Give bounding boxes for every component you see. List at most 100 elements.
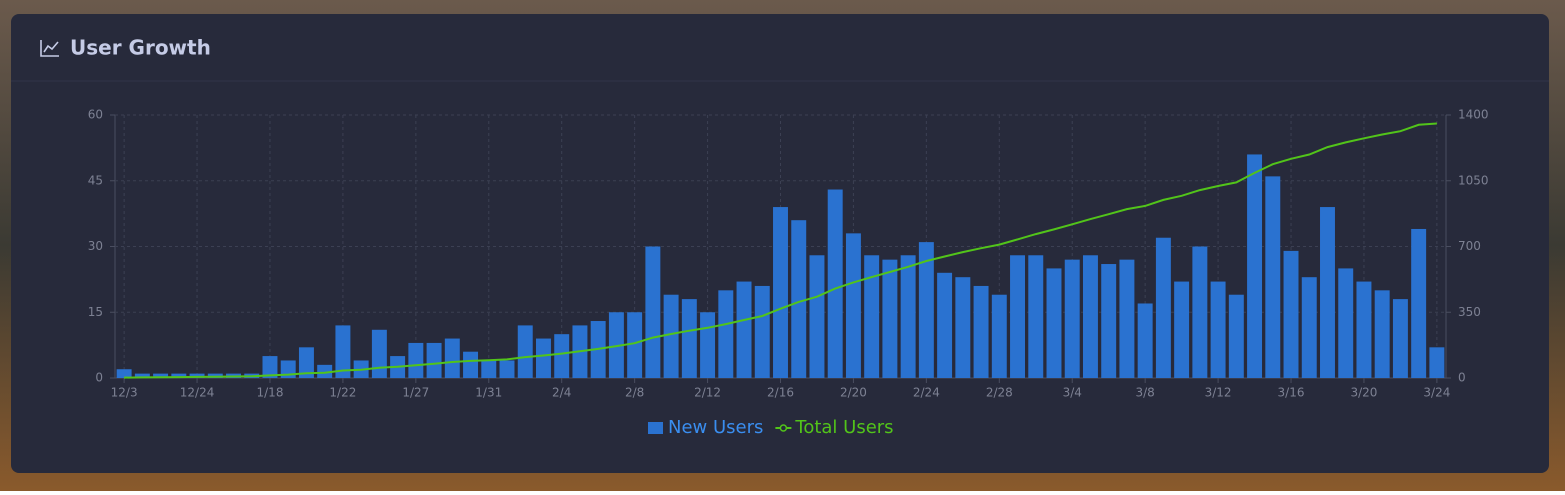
legend-swatch-marker	[779, 424, 788, 432]
bar	[554, 334, 570, 378]
bar	[1356, 281, 1372, 378]
y2-tick-label: 350	[1458, 305, 1481, 319]
x-tick-label: 1/31	[475, 386, 502, 400]
bar	[1101, 264, 1117, 378]
bar	[937, 272, 953, 378]
legend: New Users Total Users	[648, 417, 894, 438]
bar	[116, 369, 132, 378]
x-tick-label: 1/18	[257, 386, 284, 400]
y2-tick-label: 0	[1458, 371, 1466, 385]
bar	[1119, 259, 1135, 378]
y2-tick-label: 1050	[1458, 173, 1489, 187]
bar	[1082, 255, 1098, 378]
y2-tick-label: 700	[1458, 239, 1481, 253]
chart-icon	[40, 40, 59, 57]
bar	[1046, 268, 1062, 378]
x-tick-label: 3/4	[1063, 386, 1082, 400]
bar	[517, 325, 533, 378]
bar	[1064, 259, 1080, 378]
bar	[955, 277, 971, 378]
bar	[1210, 281, 1226, 378]
x-tick-label: 12/24	[180, 386, 215, 400]
bar	[1155, 237, 1171, 378]
x-tick-label: 3/12	[1205, 386, 1232, 400]
x-tick-label: 3/20	[1350, 386, 1377, 400]
bar	[1320, 207, 1335, 378]
bar	[718, 290, 734, 378]
bar	[773, 207, 788, 378]
bar	[189, 373, 205, 378]
bar	[262, 356, 278, 378]
y-tick-label: 0	[95, 371, 103, 385]
bar	[1174, 281, 1190, 378]
bar	[1392, 299, 1408, 378]
x-tick-label: 2/28	[986, 386, 1013, 400]
bar	[645, 246, 661, 378]
bar	[681, 299, 697, 378]
bar	[1411, 228, 1427, 378]
x-tick-label: 2/8	[625, 386, 644, 400]
bar	[1374, 290, 1390, 378]
bar	[791, 220, 807, 378]
bar	[973, 285, 989, 378]
bar	[335, 325, 351, 378]
bar	[134, 373, 150, 378]
legend-label: New Users	[668, 417, 763, 438]
bar	[991, 294, 1007, 378]
bar	[317, 364, 333, 378]
bar	[900, 255, 916, 378]
x-tick-label: 1/27	[402, 386, 429, 400]
bar	[371, 329, 387, 378]
y-tick-label: 45	[88, 173, 103, 187]
bar	[499, 360, 515, 378]
bar	[1192, 246, 1208, 378]
bar	[1429, 347, 1445, 378]
bar	[298, 347, 314, 378]
y-tick-label: 30	[88, 239, 103, 253]
bar	[1338, 268, 1354, 378]
y-tick-label: 60	[88, 108, 103, 122]
bar	[1137, 303, 1153, 378]
y2-tick-label: 1400	[1458, 108, 1489, 122]
x-tick-label: 3/24	[1423, 386, 1450, 400]
bar	[627, 312, 643, 378]
bar	[153, 373, 169, 378]
bar	[864, 255, 880, 378]
bar	[1265, 176, 1281, 378]
bar	[481, 360, 497, 378]
bar	[1228, 294, 1244, 378]
line	[124, 122, 1437, 379]
legend-swatch	[648, 422, 663, 434]
bar	[754, 285, 770, 378]
bar	[171, 373, 187, 378]
x-tick-label: 1/22	[329, 386, 356, 400]
card-title: User Growth	[70, 36, 211, 60]
bar	[918, 242, 934, 378]
bar	[700, 312, 716, 378]
bar	[408, 342, 424, 378]
x-tick-label: 3/8	[1136, 386, 1155, 400]
x-tick-label: 12/3	[111, 386, 138, 400]
x-tick-label: 2/20	[840, 386, 867, 400]
bar	[827, 189, 843, 378]
bar	[1283, 250, 1299, 378]
bar	[845, 233, 861, 378]
x-tick-label: 2/16	[767, 386, 794, 400]
bar	[426, 342, 442, 378]
bar	[809, 255, 825, 378]
y-tick-label: 15	[88, 305, 103, 319]
bar	[882, 259, 898, 378]
bar	[463, 351, 479, 378]
x-tick-label: 3/16	[1278, 386, 1305, 400]
bar	[1028, 255, 1044, 378]
x-tick-label: 2/12	[694, 386, 721, 400]
bar	[444, 338, 460, 378]
bar	[535, 338, 551, 378]
bar	[736, 281, 752, 378]
bar	[1301, 277, 1317, 378]
bar	[663, 294, 679, 378]
legend-label: Total Users	[794, 417, 893, 438]
x-tick-label: 2/24	[913, 386, 940, 400]
bar	[1247, 154, 1263, 378]
